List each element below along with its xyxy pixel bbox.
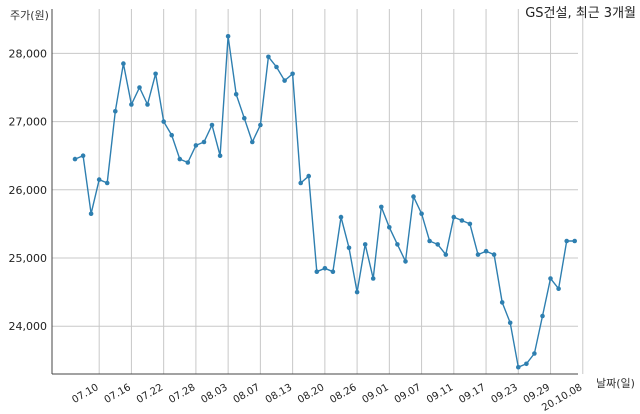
x-tick-label: 09.01: [361, 382, 391, 406]
data-point: [242, 115, 247, 121]
data-point: [572, 238, 577, 244]
data-point: [524, 361, 529, 367]
data-point: [185, 160, 191, 165]
x-tick-label: 08.13: [264, 382, 294, 406]
chart-title: GS건설, 최근 3개월: [525, 6, 636, 21]
y-axis-label: 주가(원): [10, 9, 49, 22]
data-point: [475, 252, 481, 257]
data-point: [258, 122, 263, 128]
data-point: [80, 153, 86, 158]
data-point: [362, 242, 368, 247]
data-point: [306, 173, 312, 179]
data-point: [161, 119, 166, 124]
data-point: [96, 177, 102, 182]
data-point: [274, 64, 279, 70]
data-point: [330, 269, 336, 275]
data-point: [217, 153, 223, 158]
data-point: [395, 242, 400, 247]
data-point: [72, 156, 78, 162]
data-point: [387, 225, 392, 230]
data-point: [201, 139, 207, 145]
data-point: [266, 54, 271, 60]
data-point: [225, 34, 231, 39]
y-tick-label: 26,000: [9, 184, 48, 197]
data-point: [153, 71, 158, 77]
data-point: [419, 211, 424, 216]
data-point: [282, 78, 287, 83]
axes: [51, 9, 578, 375]
data-points: [72, 34, 577, 370]
data-point: [548, 276, 553, 281]
x-tick-label: 07.22: [135, 382, 165, 406]
data-point: [483, 248, 489, 254]
x-tick-label: 08.26: [328, 382, 358, 406]
data-point: [532, 351, 537, 356]
x-tick-label: 08.07: [232, 382, 262, 406]
data-point: [556, 286, 561, 292]
data-point: [177, 156, 183, 162]
data-point: [507, 320, 513, 326]
y-tick-label: 25,000: [9, 252, 48, 265]
x-axis-label: 날짜(일): [596, 376, 635, 390]
x-tick-label: 09.07: [393, 382, 423, 406]
data-point: [209, 122, 215, 128]
data-point: [250, 139, 255, 145]
x-tick-label: 07.28: [167, 382, 197, 406]
x-tick-label: 09.23: [489, 382, 519, 406]
data-point: [104, 180, 110, 186]
data-point: [137, 85, 142, 90]
data-point: [467, 221, 473, 227]
data-point: [379, 204, 384, 210]
data-point: [193, 143, 199, 148]
x-tick-labels: 07.10 07.16 07.22 07.28 08.03 08.07 08.13 08.20…: [70, 382, 584, 414]
y-tick-label: 24,000: [9, 320, 48, 333]
data-point: [145, 102, 150, 107]
data-point: [113, 109, 118, 114]
data-point: [370, 276, 376, 281]
data-point: [435, 242, 441, 247]
data-point: [314, 269, 320, 275]
data-point: [499, 300, 505, 305]
data-point: [233, 92, 239, 97]
y-tick-label: 27,000: [9, 116, 48, 129]
data-point: [88, 211, 94, 216]
data-point: [298, 180, 304, 186]
x-tick-label: 09.11: [425, 382, 455, 406]
data-point: [516, 364, 521, 370]
grid: [52, 9, 584, 374]
x-tick-label: 07.16: [103, 382, 133, 406]
x-tick-label: 08.20: [296, 382, 326, 406]
data-point: [459, 218, 465, 223]
data-point: [451, 214, 457, 220]
data-point: [403, 259, 408, 264]
data-point: [290, 71, 295, 77]
y-tick-labels: 24,000 25,000 26,000 27,000 28,000: [9, 47, 48, 333]
data-point: [129, 102, 134, 107]
y-tick-label: 28,000: [9, 47, 48, 60]
data-point: [338, 214, 344, 220]
x-tick-label: 09.17: [457, 382, 487, 406]
data-point: [564, 238, 569, 244]
x-tick-label: 07.10: [70, 382, 100, 406]
data-point: [443, 252, 449, 257]
data-point: [411, 194, 416, 199]
data-point: [121, 61, 126, 66]
x-tick-label: 08.03: [199, 382, 229, 406]
data-point: [540, 313, 545, 319]
data-point: [169, 132, 174, 138]
data-point: [354, 289, 360, 295]
data-point: [322, 266, 328, 271]
data-point: [346, 245, 352, 251]
data-point: [427, 238, 432, 244]
data-point: [491, 252, 497, 257]
